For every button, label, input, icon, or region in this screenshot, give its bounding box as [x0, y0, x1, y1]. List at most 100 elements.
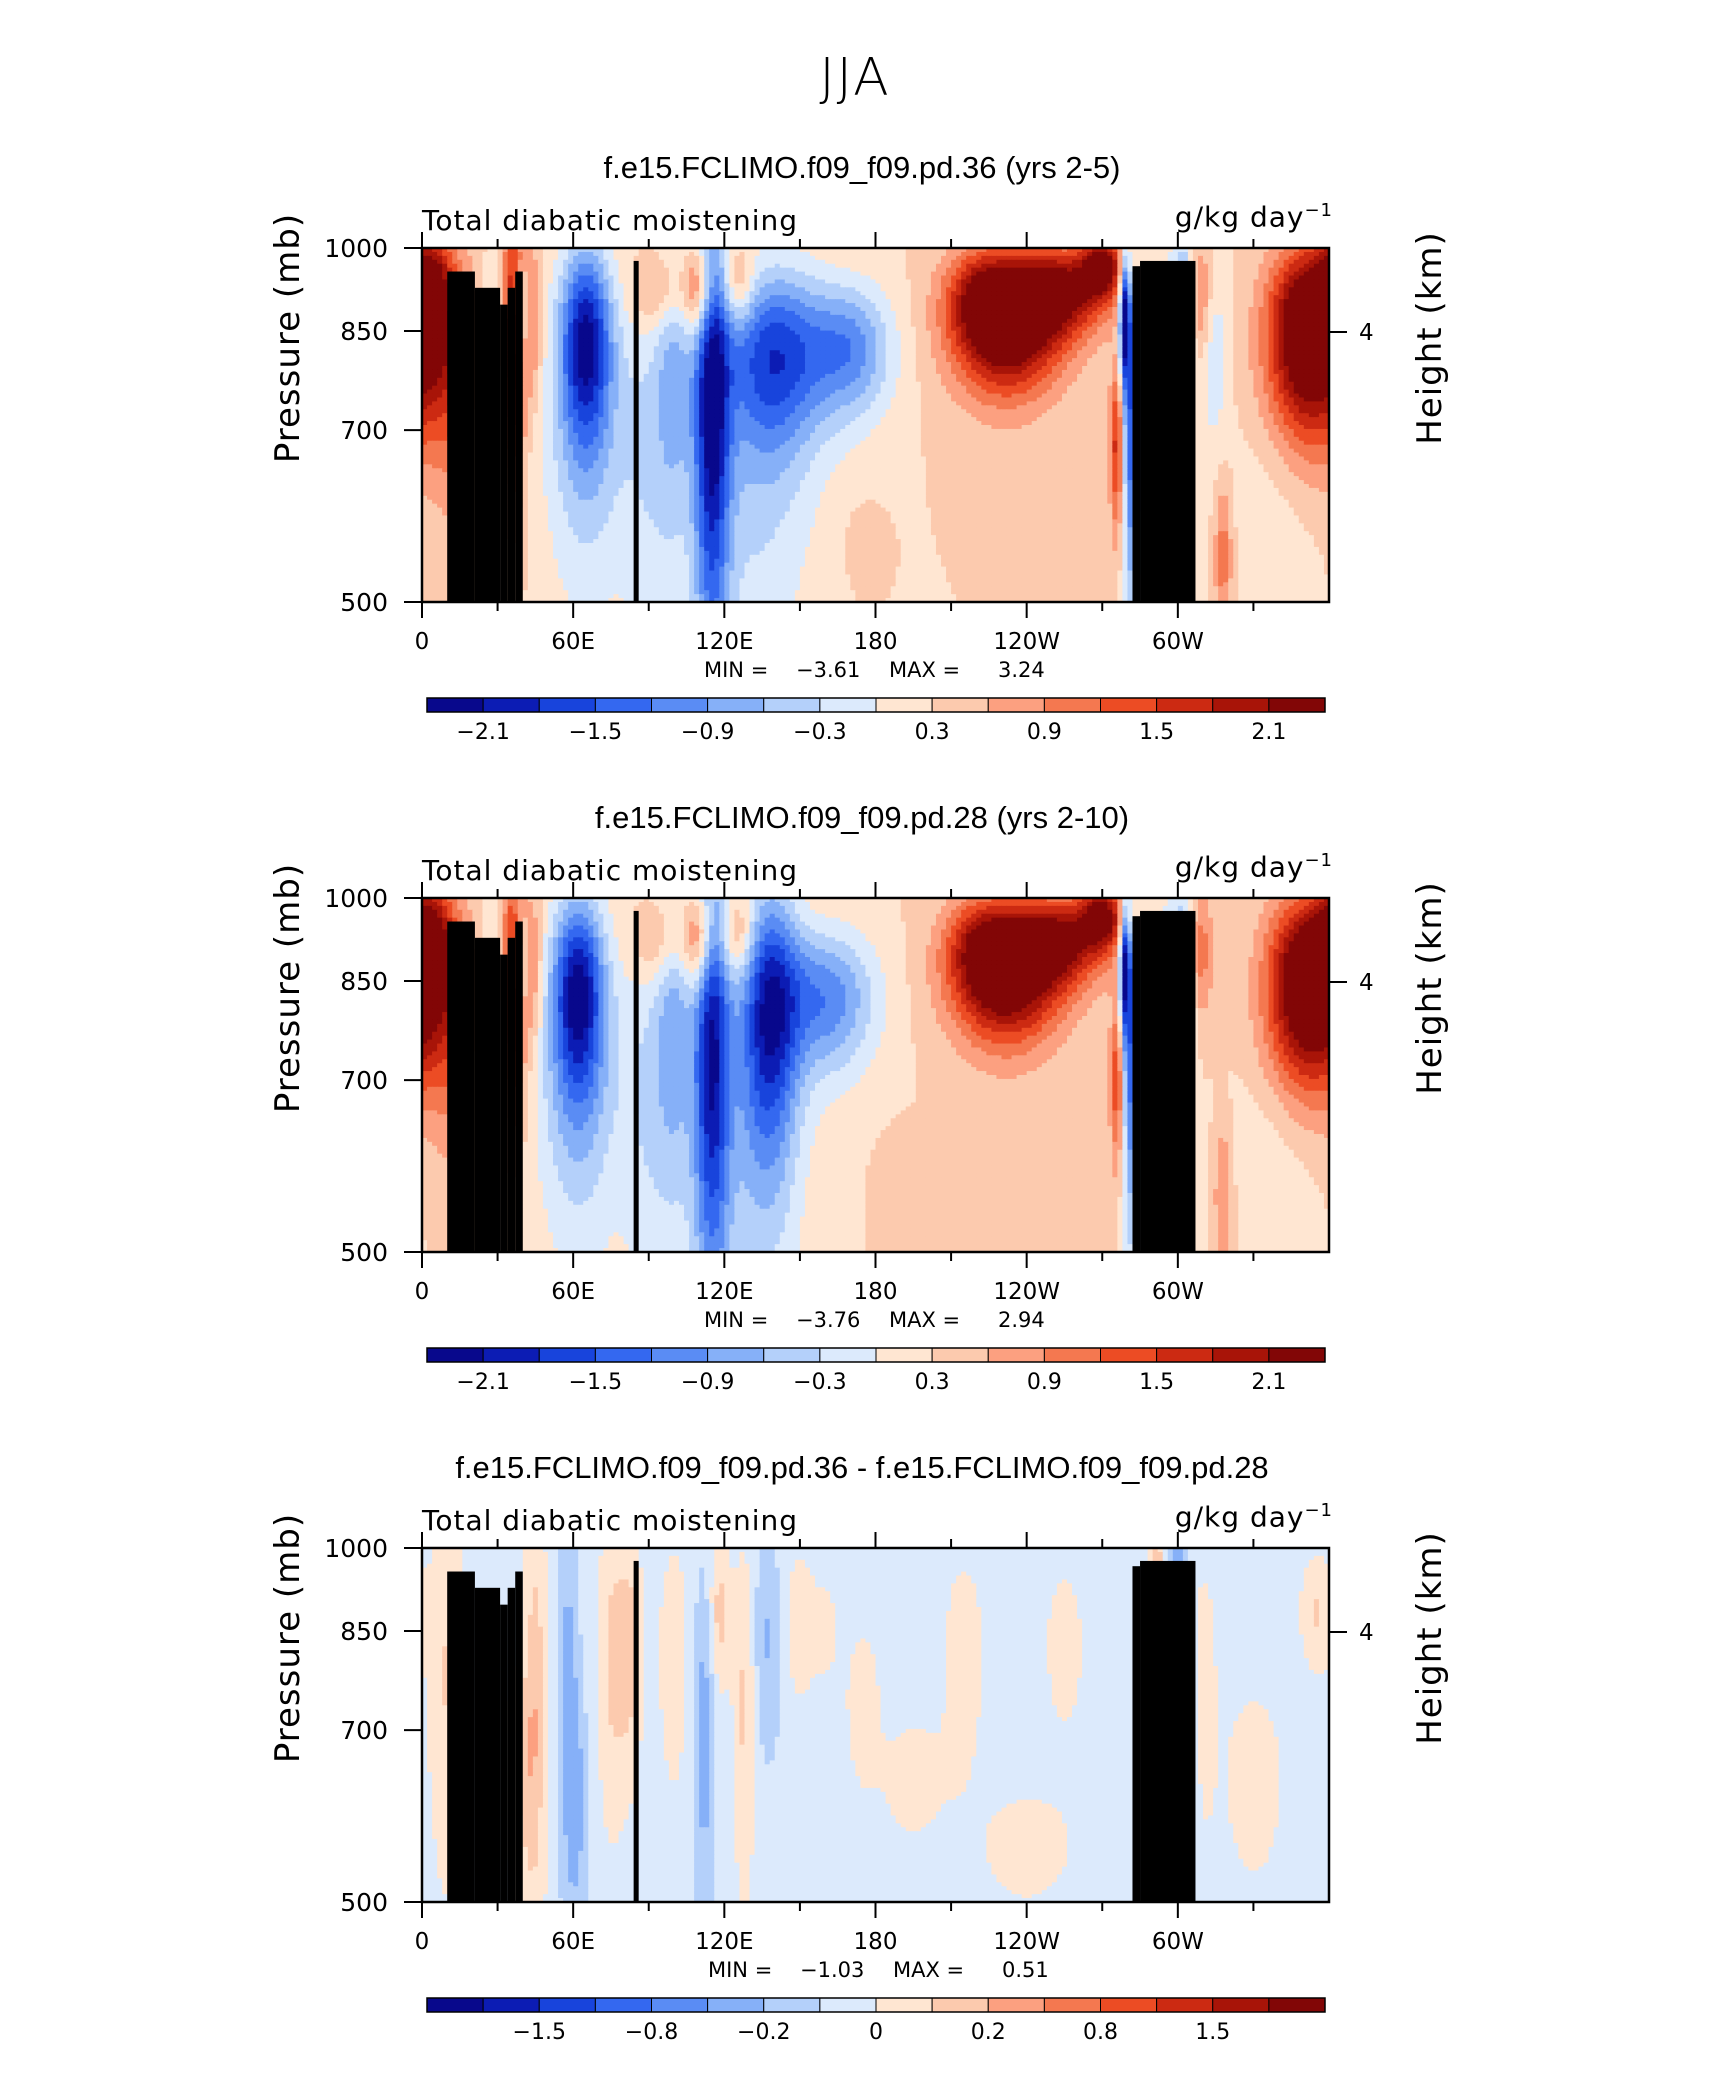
heatmap-cell [1011, 299, 1018, 304]
heatmap-cell [1298, 342, 1305, 347]
heatmap-cell [1243, 330, 1249, 336]
heatmap-cell [553, 263, 559, 269]
heatmap-cell [734, 314, 741, 320]
heatmap-cell [779, 251, 786, 257]
heatmap-cell [663, 283, 670, 288]
heatmap-cell [1117, 307, 1124, 312]
heatmap-cell [774, 299, 781, 304]
heatmap-cell [880, 275, 887, 281]
heatmap-cell [860, 342, 867, 347]
heatmap-cell [1087, 318, 1093, 324]
heatmap-cell [1223, 279, 1229, 284]
heatmap-cell [1026, 322, 1033, 328]
heatmap-cell [563, 318, 569, 324]
heatmap-cell [1077, 295, 1083, 300]
heatmap-cell [855, 303, 861, 308]
heatmap-cell [668, 350, 675, 355]
heatmap-cell [1228, 251, 1234, 257]
heatmap-cell [578, 275, 584, 281]
heatmap-cell [542, 314, 549, 320]
heatmap-cell [1263, 303, 1270, 308]
heatmap-cell [749, 338, 756, 343]
heatmap-cell [422, 354, 428, 359]
heatmap-cell [855, 322, 861, 328]
heatmap-cell [729, 251, 736, 257]
heatmap-cell [794, 299, 801, 304]
heatmap-cell [946, 251, 952, 257]
heatmap-cell [920, 330, 927, 336]
heatmap-cell [905, 255, 912, 261]
heatmap-cell [759, 314, 766, 320]
heatmap-cell [996, 295, 1003, 300]
heatmap-cell [905, 283, 912, 288]
heatmap-cell [961, 334, 967, 340]
heatmap-cell [568, 354, 574, 359]
heatmap-cell [961, 275, 967, 281]
heatmap-cell [699, 338, 705, 343]
heatmap-cell [870, 318, 877, 324]
heatmap-cell [699, 330, 705, 336]
heatmap-cell [467, 248, 473, 253]
heatmap-cell [1268, 283, 1275, 288]
heatmap-cell [1203, 307, 1209, 312]
heatmap-cell [845, 259, 851, 265]
heatmap-cell [850, 330, 856, 336]
heatmap-cell [1218, 271, 1224, 277]
heatmap-cell [1223, 283, 1229, 288]
heatmap-cell [971, 318, 977, 324]
heatmap-cell [956, 279, 962, 284]
heatmap-cell [684, 287, 690, 292]
heatmap-cell [573, 295, 579, 300]
heatmap-cell [1223, 275, 1229, 281]
heatmap-cell [542, 307, 549, 312]
heatmap-cell [769, 255, 776, 261]
heatmap-cell [799, 350, 806, 355]
heatmap-cell [850, 275, 856, 281]
heatmap-cell [608, 307, 615, 312]
heatmap-cell [835, 350, 841, 355]
heatmap-cell [553, 295, 559, 300]
heatmap-cell [956, 259, 962, 265]
heatmap-cell [986, 322, 992, 328]
heatmap-cell [1318, 307, 1325, 312]
heatmap-cell [935, 263, 942, 269]
heatmap-cell [920, 318, 927, 324]
heatmap-cell [442, 251, 448, 257]
heatmap-cell [1288, 295, 1295, 300]
heatmap-cell [482, 263, 489, 269]
heatmap-cell [542, 287, 549, 292]
heatmap-cell [1107, 350, 1113, 355]
heatmap-cell [1016, 255, 1023, 261]
heatmap-cell [986, 334, 992, 340]
heatmap-cell [865, 318, 872, 324]
heatmap-cell [563, 303, 569, 308]
heatmap-cell [699, 287, 705, 292]
heatmap-cell [855, 283, 861, 288]
heatmap-cell [935, 307, 942, 312]
heatmap-cell [880, 251, 887, 257]
heatmap-cell [1107, 334, 1113, 340]
heatmap-cell [1243, 318, 1249, 324]
heatmap-cell [885, 295, 892, 300]
heatmap-cell [648, 251, 655, 257]
heatmap-cell [452, 255, 458, 261]
heatmap-cell [502, 251, 509, 257]
heatmap-cell [1268, 275, 1275, 281]
heatmap-cell [1192, 299, 1199, 304]
heatmap-cell [422, 318, 428, 324]
heatmap-cell [1066, 354, 1073, 359]
heatmap-cell [754, 334, 761, 340]
heatmap-cell [699, 267, 705, 273]
heatmap-cell [789, 314, 796, 320]
heatmap-cell [915, 251, 922, 257]
heatmap-cell [991, 307, 998, 312]
heatmap-cell [930, 318, 937, 324]
heatmap-cell [563, 295, 569, 300]
heatmap-cell [930, 314, 937, 320]
heatmap-cell [804, 334, 811, 340]
heatmap-cell [628, 314, 635, 320]
heatmap-cell [1107, 248, 1113, 253]
heatmap-cell [1006, 275, 1013, 281]
heatmap-cell [1192, 255, 1199, 261]
heatmap-cell [865, 283, 872, 288]
